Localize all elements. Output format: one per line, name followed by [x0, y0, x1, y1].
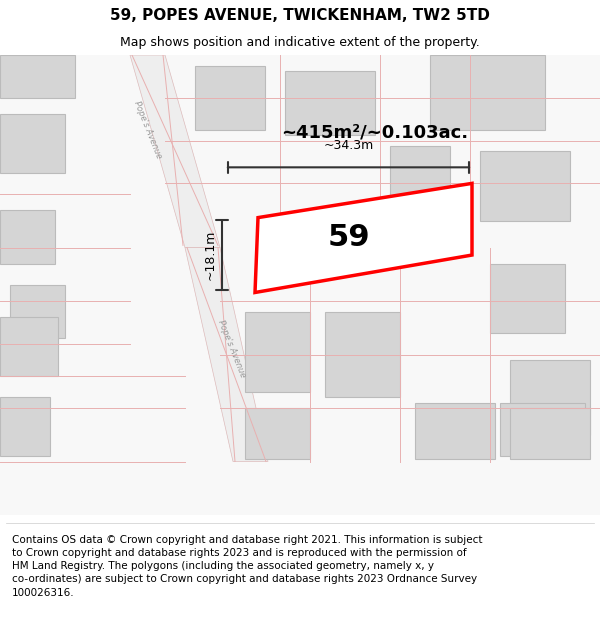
Polygon shape	[0, 55, 75, 98]
Polygon shape	[390, 146, 450, 199]
Polygon shape	[480, 151, 570, 221]
Text: ~415m²/~0.103ac.: ~415m²/~0.103ac.	[281, 123, 469, 141]
Polygon shape	[0, 317, 58, 376]
Polygon shape	[185, 248, 268, 461]
Polygon shape	[500, 402, 585, 456]
Polygon shape	[130, 55, 220, 248]
Polygon shape	[430, 55, 545, 130]
Polygon shape	[245, 312, 310, 392]
Polygon shape	[415, 402, 495, 459]
Polygon shape	[490, 264, 565, 333]
Polygon shape	[255, 183, 472, 292]
Polygon shape	[0, 114, 65, 172]
Polygon shape	[0, 210, 55, 264]
Polygon shape	[0, 398, 50, 456]
Text: 59, POPES AVENUE, TWICKENHAM, TW2 5TD: 59, POPES AVENUE, TWICKENHAM, TW2 5TD	[110, 8, 490, 23]
Text: Pope's Avenue: Pope's Avenue	[217, 319, 248, 379]
Text: Map shows position and indicative extent of the property.: Map shows position and indicative extent…	[120, 36, 480, 49]
Polygon shape	[245, 408, 310, 459]
Polygon shape	[510, 360, 590, 435]
Polygon shape	[285, 71, 375, 135]
Text: 59: 59	[328, 222, 371, 252]
Text: Contains OS data © Crown copyright and database right 2021. This information is : Contains OS data © Crown copyright and d…	[12, 535, 482, 598]
Polygon shape	[510, 408, 590, 459]
Text: ~18.1m: ~18.1m	[204, 230, 217, 280]
Polygon shape	[10, 285, 65, 339]
Polygon shape	[195, 66, 265, 130]
Text: ~34.3m: ~34.3m	[323, 139, 374, 152]
Text: Pope's Avenue: Pope's Avenue	[133, 100, 164, 160]
Polygon shape	[325, 312, 400, 398]
